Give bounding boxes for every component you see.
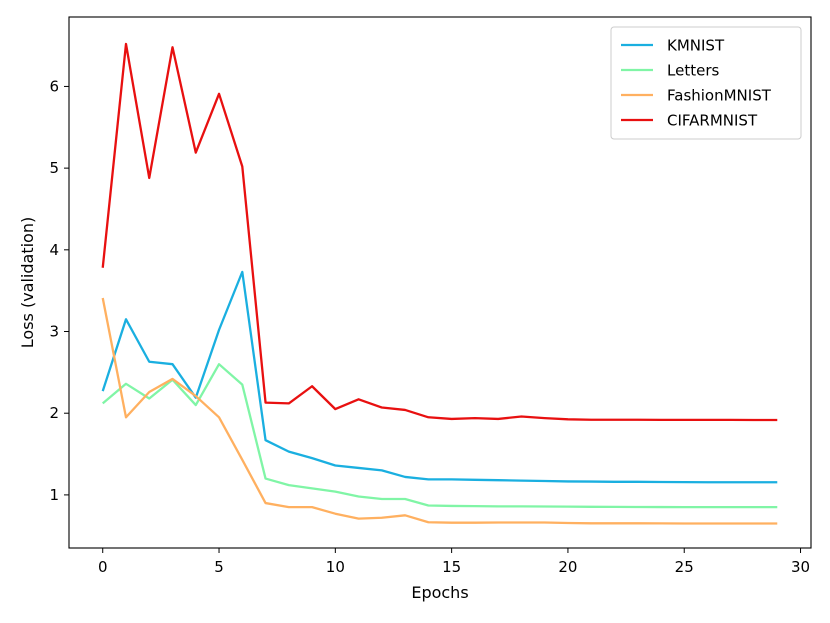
x-axis-label: Epochs — [411, 583, 468, 602]
series-line-cifarmnist — [101, 42, 778, 422]
series-line-fashionmnist — [101, 297, 778, 525]
x-tick-label: 20 — [558, 558, 577, 576]
legend-label: FashionMNIST — [667, 87, 772, 105]
y-tick-label: 3 — [49, 323, 59, 341]
plot-frame — [68, 16, 812, 549]
series-line-kmnist — [101, 270, 778, 484]
y-tick-label: 5 — [49, 159, 59, 177]
y-tick-label: 2 — [49, 404, 59, 422]
legend: KMNIST Letters FashionMNIST CIFARMNIST — [610, 26, 802, 140]
x-tick-label: 10 — [326, 558, 345, 576]
x-axis-ticks: 0 5 10 15 20 25 30 — [98, 548, 810, 576]
x-tick-label: 30 — [791, 558, 810, 576]
y-axis-ticks: 1 2 3 4 5 6 — [49, 77, 69, 504]
legend-box — [610, 26, 802, 140]
x-tick-label: 0 — [98, 558, 108, 576]
legend-label: Letters — [667, 62, 719, 80]
legend-label: KMNIST — [667, 37, 725, 55]
series-line-letters — [101, 363, 778, 509]
y-tick-label: 1 — [49, 486, 59, 504]
series-layer — [101, 42, 778, 525]
y-tick-label: 6 — [49, 77, 59, 95]
x-tick-label: 25 — [675, 558, 694, 576]
x-tick-label: 5 — [214, 558, 224, 576]
legend-label: CIFARMNIST — [667, 112, 758, 130]
y-tick-label: 4 — [49, 241, 59, 259]
y-axis-label: Loss (validation) — [18, 217, 37, 348]
x-tick-label: 15 — [442, 558, 461, 576]
